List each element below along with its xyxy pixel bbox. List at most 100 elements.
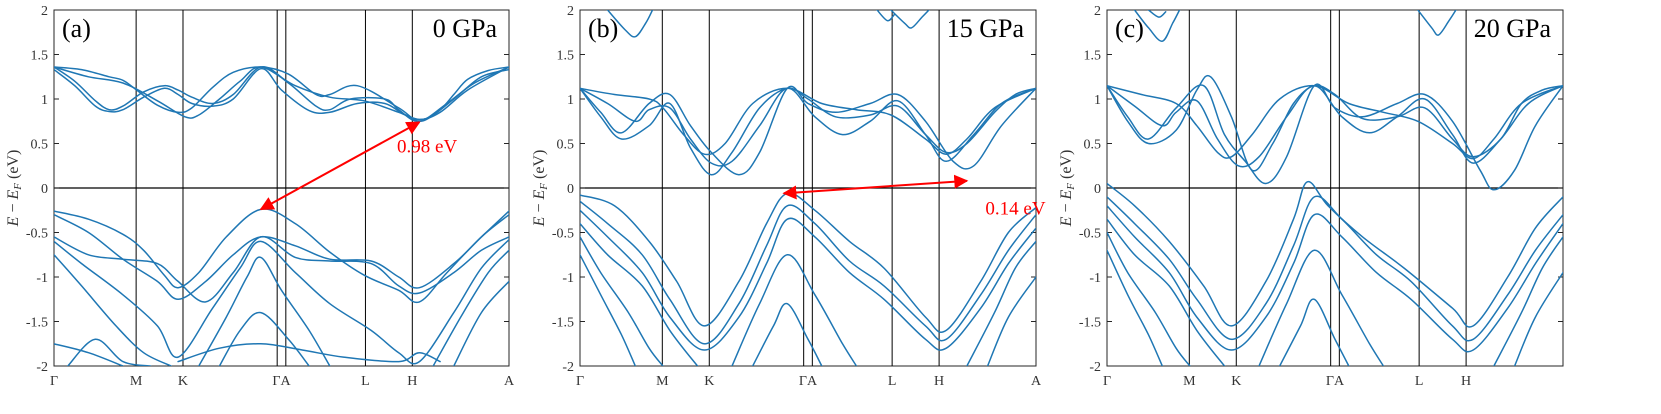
y-tick-label: 0.5 [31, 138, 49, 153]
x-tick-label: ΓA [1326, 374, 1345, 389]
panel-label: (c) [1115, 14, 1144, 43]
band-gap-arrow [782, 174, 969, 200]
y-axis-label: E − EF (eV) [531, 150, 550, 228]
valence-band-9 [1493, 236, 1563, 366]
y-tick-label: 0 [41, 182, 48, 197]
conduction-band-5 [606, 10, 654, 38]
valence-band-5 [1107, 231, 1191, 366]
valence-band-6 [1107, 249, 1164, 366]
y-axis-label: E − EF (eV) [5, 150, 24, 228]
conduction-band-3 [1107, 83, 1563, 191]
valence-band-4 [1107, 218, 1226, 366]
valence-band-5 [580, 236, 664, 366]
x-tick-label: ΓA [799, 374, 818, 389]
valence-band-8 [1278, 298, 1350, 366]
valence-band-9 [966, 240, 1036, 366]
y-tick-label: 0 [567, 182, 574, 197]
x-tick-label: K [704, 374, 714, 389]
valence-band-7 [731, 254, 858, 366]
y-tick-label: -1 [1089, 271, 1101, 286]
y-tick-label: 2 [41, 4, 48, 19]
x-tick-label: H [934, 374, 944, 389]
band-lines [580, 10, 1036, 366]
conduction-band-7 [1147, 10, 1167, 18]
y-tick-label: -2 [36, 360, 48, 375]
conduction-band-6 [1417, 10, 1457, 36]
valence-band-3 [580, 209, 1036, 351]
y-tick-label: 1 [567, 93, 574, 108]
x-tick-label: A [1031, 374, 1042, 389]
y-axis-label: E − EF (eV) [1058, 150, 1077, 228]
x-tick-label: ΓA [272, 374, 291, 389]
x-tick-label: L [361, 374, 370, 389]
y-tick-label: 1.5 [31, 49, 49, 64]
pressure-label: 15 GPa [947, 14, 1025, 43]
conduction-band-2 [54, 66, 509, 123]
y-tick-label: 1.5 [557, 49, 575, 64]
conduction-band-2 [1107, 84, 1563, 168]
valence-band-4 [54, 238, 509, 365]
valence-band-2 [1107, 195, 1563, 342]
x-tick-label: L [888, 374, 897, 389]
x-tick-label: M [1183, 374, 1196, 389]
valence-band-4 [580, 222, 699, 366]
x-tick-label: K [1231, 374, 1241, 389]
y-tick-label: 1 [41, 93, 48, 108]
y-tick-label: -2 [562, 360, 574, 375]
y-tick-label: -0.5 [552, 227, 574, 242]
panel-label: (a) [62, 14, 91, 43]
x-tick-label: Γ [50, 374, 58, 389]
x-tick-label: L [1415, 374, 1424, 389]
panel-2: 2 1.5 1 0.5 0 -0.5 -1 -1.5 -2Γ M K ΓA L H A E − EF (eV)… [531, 4, 1046, 389]
y-tick-label: -1.5 [1079, 316, 1101, 331]
y-tick-label: 2 [567, 4, 574, 19]
x-tick-label: A [504, 374, 515, 389]
valence-band-11 [453, 280, 509, 366]
conduction-band-1 [1107, 84, 1563, 160]
band-gap-label: 0.14 eV [985, 199, 1045, 220]
y-tick-label: 0.5 [1084, 138, 1102, 153]
panel-3: 2 1.5 1 0.5 0 -0.5 -1 -1.5 -2Γ M K ΓA L H E − EF (eV) (… [1058, 4, 1564, 389]
x-tick-label: H [1461, 374, 1471, 389]
valence-band-10 [1513, 271, 1563, 366]
valence-band-9 [177, 343, 441, 363]
x-tick-label: Γ [576, 374, 584, 389]
conduction-band-7 [876, 10, 896, 22]
y-tick-label: -1 [562, 271, 574, 286]
panel-label: (b) [588, 14, 618, 43]
valence-band-12 [54, 343, 124, 366]
x-tick-label: M [130, 374, 143, 389]
valence-band-6 [580, 254, 637, 366]
valence-band-10 [432, 249, 509, 366]
y-tick-label: 2 [1094, 4, 1101, 19]
conduction-band-1 [54, 66, 509, 123]
x-tick-label: K [178, 374, 188, 389]
valence-band-7 [1258, 249, 1385, 366]
band-gap-arrow [259, 121, 421, 211]
x-tick-label: Γ [1103, 374, 1111, 389]
y-tick-label: -0.5 [26, 227, 48, 242]
valence-band-5 [54, 254, 172, 366]
y-tick-label: -1.5 [552, 316, 574, 331]
pressure-label: 20 GPa [1474, 14, 1552, 43]
conduction-band-6 [890, 10, 930, 29]
valence-band-2 [580, 200, 1036, 345]
valence-band-10 [986, 276, 1036, 366]
conduction-band-4 [1107, 74, 1563, 172]
y-tick-label: 1.5 [1084, 49, 1102, 64]
valence-band-6 [67, 338, 152, 366]
band-lines [1107, 10, 1563, 366]
x-tick-label: H [407, 374, 417, 389]
conduction-band-4 [580, 87, 1036, 176]
valence-band-3 [1107, 205, 1563, 353]
valence-band-1 [1107, 181, 1563, 328]
valence-band-3 [54, 236, 509, 303]
y-tick-label: -1.5 [26, 316, 48, 331]
y-tick-label: 0 [1094, 182, 1101, 197]
x-tick-label: M [656, 374, 669, 389]
y-tick-label: -2 [1089, 360, 1101, 375]
band-lines [54, 66, 509, 366]
y-tick-label: 1 [1094, 93, 1101, 108]
conduction-band-5 [1133, 10, 1181, 42]
